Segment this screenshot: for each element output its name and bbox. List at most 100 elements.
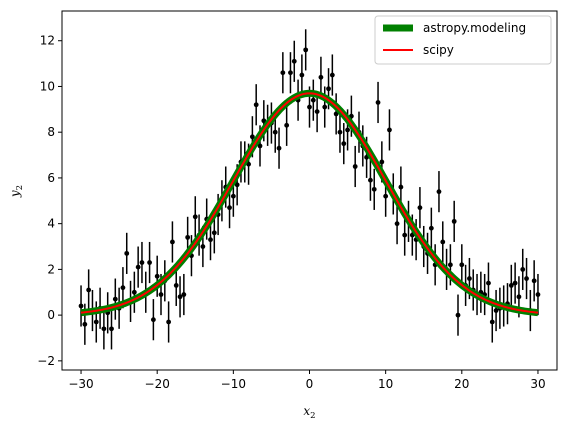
data-point	[227, 205, 232, 211]
y-tick-label: 8	[47, 125, 55, 139]
data-point	[375, 100, 381, 105]
data-points	[78, 29, 541, 350]
data-point	[322, 104, 328, 110]
data-point	[535, 292, 541, 297]
data-point	[284, 122, 290, 128]
legend: astropy.modeling scipy	[374, 15, 552, 65]
y-tick-label: −2	[37, 354, 55, 368]
data-point	[139, 260, 145, 265]
data-point	[147, 260, 152, 265]
data-point	[387, 127, 392, 133]
data-point	[508, 282, 514, 288]
scipy-fit-line	[80, 92, 539, 314]
legend-label-astropy: astropy.modeling	[423, 21, 526, 35]
y-tick-label: 10	[40, 79, 55, 93]
data-point	[371, 186, 377, 192]
data-point	[307, 104, 312, 110]
data-point	[512, 280, 518, 286]
x-tick-label: 30	[530, 377, 545, 391]
data-point	[177, 294, 183, 300]
data-point	[158, 292, 164, 297]
data-point	[436, 189, 442, 195]
data-point	[368, 177, 373, 183]
data-point	[86, 287, 92, 293]
data-point	[310, 97, 316, 103]
data-point	[181, 292, 187, 297]
data-point	[451, 218, 457, 224]
data-point	[486, 280, 491, 286]
axes-frame	[61, 10, 558, 371]
data-point	[112, 296, 118, 302]
data-point	[459, 262, 465, 268]
legend-box	[374, 15, 552, 65]
data-point	[455, 312, 461, 318]
data-point	[402, 232, 408, 238]
data-point	[173, 282, 179, 288]
data-point	[379, 159, 385, 165]
data-point	[200, 244, 206, 249]
data-point	[234, 182, 240, 188]
y-tick-label: 12	[40, 34, 55, 48]
data-point	[109, 326, 114, 332]
data-point	[394, 221, 400, 227]
data-point	[124, 250, 130, 256]
y-tick-label: 4	[47, 217, 55, 231]
data-point	[261, 118, 267, 124]
data-point	[383, 193, 389, 199]
x-tick-label: 10	[378, 377, 393, 391]
data-point	[166, 319, 172, 325]
x-axis-label: x2	[303, 404, 315, 421]
data-point	[82, 321, 88, 327]
data-point	[467, 276, 472, 281]
data-point	[253, 102, 259, 108]
data-point	[78, 303, 84, 309]
data-point	[276, 145, 282, 151]
data-point	[208, 237, 213, 243]
x-axis-label-sub: 2	[310, 411, 315, 421]
data-point	[170, 239, 175, 245]
data-point	[131, 289, 137, 295]
legend-label-scipy: scipy	[423, 43, 454, 57]
y-axis-label: y2	[8, 185, 25, 198]
data-point	[520, 266, 526, 272]
data-point	[93, 319, 99, 325]
data-point	[101, 326, 107, 332]
x-tick-label: −30	[68, 377, 93, 391]
data-point	[428, 225, 434, 231]
data-point	[314, 109, 320, 115]
plot-area	[78, 29, 541, 350]
data-point	[192, 214, 198, 220]
data-point	[417, 205, 423, 211]
data-point	[489, 319, 495, 325]
data-point	[257, 143, 263, 149]
data-point	[150, 317, 156, 323]
data-point	[303, 47, 309, 53]
data-point	[326, 86, 331, 92]
data-point	[398, 184, 404, 190]
y-tick-label: 2	[47, 262, 55, 276]
x-axis-label-main: x	[303, 404, 310, 418]
data-point	[299, 72, 305, 78]
data-point	[291, 58, 297, 64]
data-point	[345, 127, 350, 133]
x-tick-label: 0	[306, 377, 314, 391]
data-point	[440, 239, 446, 245]
data-point	[280, 70, 286, 76]
data-point	[493, 308, 499, 313]
data-point	[185, 234, 191, 240]
data-point	[288, 70, 293, 76]
y-tick-label: 0	[47, 308, 55, 322]
data-point	[211, 230, 217, 236]
x-tick-label: −20	[145, 377, 170, 391]
data-point	[249, 134, 255, 140]
data-point	[154, 273, 160, 279]
data-point	[447, 262, 453, 268]
data-point	[120, 285, 126, 291]
y-axis-label-sub: 2	[15, 185, 25, 190]
y-axis-label-main: y	[8, 190, 22, 198]
data-point	[516, 294, 522, 300]
data-point	[230, 193, 236, 199]
